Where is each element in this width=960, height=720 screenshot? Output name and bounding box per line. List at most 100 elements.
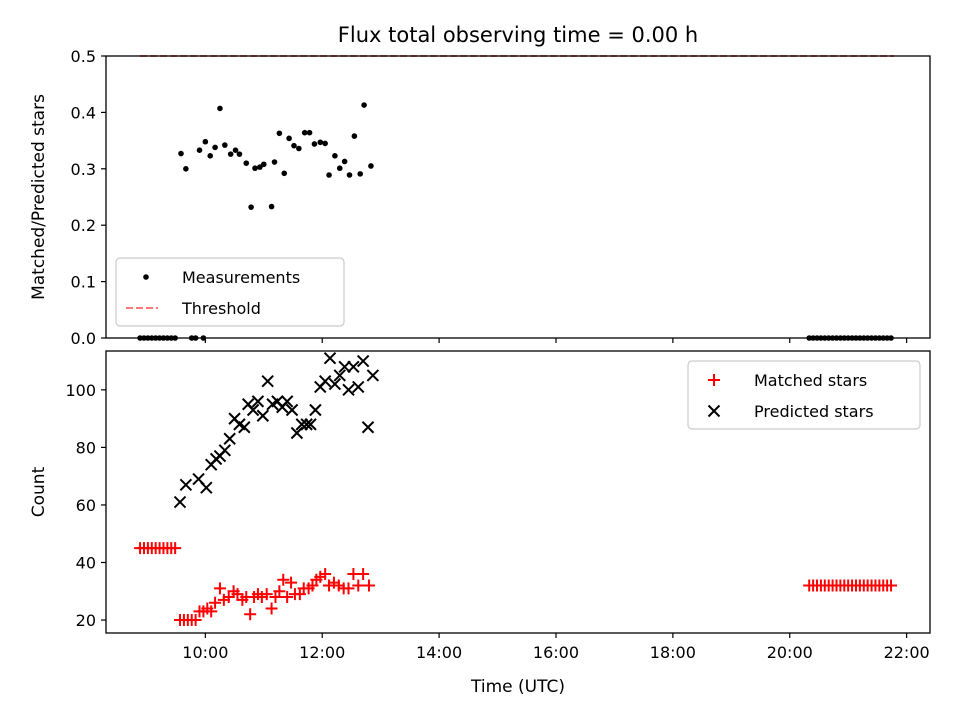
measurements-point: [281, 170, 288, 177]
measurements-point: [322, 140, 328, 147]
predicted-stars-point: [223, 432, 236, 445]
measurements-point: [341, 158, 348, 165]
predicted-stars-point: [300, 418, 313, 431]
legend-measurements-swatch: [143, 274, 149, 280]
bottom-legend-box: [687, 360, 921, 430]
measurements-point: [178, 150, 184, 157]
matched-stars-point: [342, 582, 355, 595]
top-y-tick-label: 0.3: [71, 160, 96, 179]
bottom-panel-plot-area: 20 40 60 80 100 10:00 12:00 14:00 16:00 18:00 20:0…: [29, 350, 931, 697]
measurements-point: [357, 171, 364, 177]
measurements-point: [368, 163, 374, 169]
legend-label: Predicted stars: [754, 402, 874, 421]
measurements-point: [260, 161, 267, 168]
predicted-stars-point: [347, 360, 360, 374]
measurements-point: [301, 129, 308, 136]
matched-stars-point: [265, 602, 278, 615]
matched-stars-point: [357, 568, 370, 581]
predicted-stars-point: [251, 395, 265, 408]
measurements-point: [212, 144, 218, 151]
x-tick-label: 22:00: [884, 643, 930, 662]
measurements-point: [332, 153, 338, 159]
matched-stars-point: [205, 605, 218, 618]
predicted-stars-point: [366, 369, 380, 382]
measurements-point: [248, 204, 254, 210]
measurements-point: [286, 135, 292, 142]
measurements-point: [243, 160, 250, 166]
matched-stars-point: [260, 588, 273, 601]
predicted-stars-point: [218, 444, 232, 457]
predicted-stars-point: [295, 418, 308, 431]
legend-label: Matched stars: [754, 371, 867, 390]
bottom-y-tick-label: 20: [76, 611, 96, 630]
top-axes-frame: [105, 55, 931, 339]
matched-stars-point: [285, 576, 298, 589]
measurements-point: [271, 159, 278, 165]
x-tick-label: 10:00: [182, 643, 228, 662]
legend-label: Threshold: [181, 299, 261, 318]
predicted-stars-point: [256, 409, 270, 422]
matched-stars-point: [885, 579, 898, 592]
matched-stars-point: [273, 585, 286, 598]
measurements-point: [236, 151, 243, 157]
measurements-point: [351, 133, 358, 139]
measurements-point: [306, 129, 313, 136]
top-y-tick-label: 0.0: [71, 329, 96, 348]
matched-stars-point: [244, 608, 257, 621]
x-tick-label: 14:00: [416, 643, 462, 662]
predicted-stars-point: [173, 495, 187, 509]
top-y-axis-label: Matched/Predicted stars: [29, 94, 49, 300]
predicted-stars-point: [342, 383, 355, 397]
bottom-axes-frame: [105, 350, 931, 634]
measurements-point: [296, 145, 302, 152]
x-tick-label: 16:00: [533, 643, 579, 662]
matched-stars-point: [277, 573, 290, 586]
measurements-point: [252, 165, 258, 172]
top-y-tick-label: 0.5: [71, 47, 96, 66]
predicted-stars-point: [280, 395, 294, 408]
chart-title: Flux total observing time = 0.00 h: [338, 23, 698, 47]
predicted-stars-point: [179, 478, 193, 492]
predicted-stars-point: [356, 354, 370, 368]
measurements-point: [217, 105, 223, 112]
legend-predicted-swatch: [707, 404, 721, 418]
measurements-point: [196, 147, 203, 153]
matched-stars-point: [362, 579, 375, 592]
predicted-stars-point: [338, 360, 351, 374]
x-tick-label: 12:00: [299, 643, 345, 662]
measurements-point: [346, 172, 353, 178]
matched-stars-point: [169, 542, 182, 555]
x-tick-label: 20:00: [767, 643, 813, 662]
measurements-point: [336, 165, 343, 172]
legend-label: Measurements: [182, 268, 300, 287]
measurements-point: [317, 139, 324, 146]
measurements-point: [361, 102, 367, 108]
measurements-point: [311, 141, 318, 147]
matched-stars-point: [213, 582, 226, 595]
measurements-point: [227, 151, 234, 157]
measurements-point: [207, 153, 214, 159]
bottom-y-axis-label: Count: [29, 466, 49, 517]
top-legend: Measurements Threshold: [115, 257, 345, 327]
predicted-stars-point: [290, 426, 304, 440]
bottom-y-tick-label: 100: [65, 381, 96, 400]
matched-stars-point: [352, 579, 365, 592]
predicted-stars-point: [328, 377, 342, 391]
bottom-legend: Matched stars Predicted stars: [687, 360, 921, 430]
measurements-point: [326, 172, 332, 178]
measurements-point: [257, 164, 263, 170]
matched-stars-point: [281, 591, 294, 604]
predicted-stars-point: [200, 481, 213, 494]
measurements-point: [276, 130, 283, 137]
measurements-point: [291, 142, 297, 149]
legend-matched-swatch: [708, 374, 720, 386]
predicted-stars-point: [304, 418, 317, 431]
predicted-stars-point: [323, 351, 337, 365]
top-panel-plot-area: 0.0 0.1 0.2 0.3 0.4 0.5 Matched/Predicted star…: [29, 47, 931, 348]
predicted-stars-point: [361, 421, 375, 434]
top-y-tick-label: 0.1: [71, 273, 96, 292]
bottom-y-tick-label: 40: [76, 554, 96, 573]
bottom-y-tick-label: 80: [76, 438, 96, 457]
measurements-point: [222, 142, 228, 148]
